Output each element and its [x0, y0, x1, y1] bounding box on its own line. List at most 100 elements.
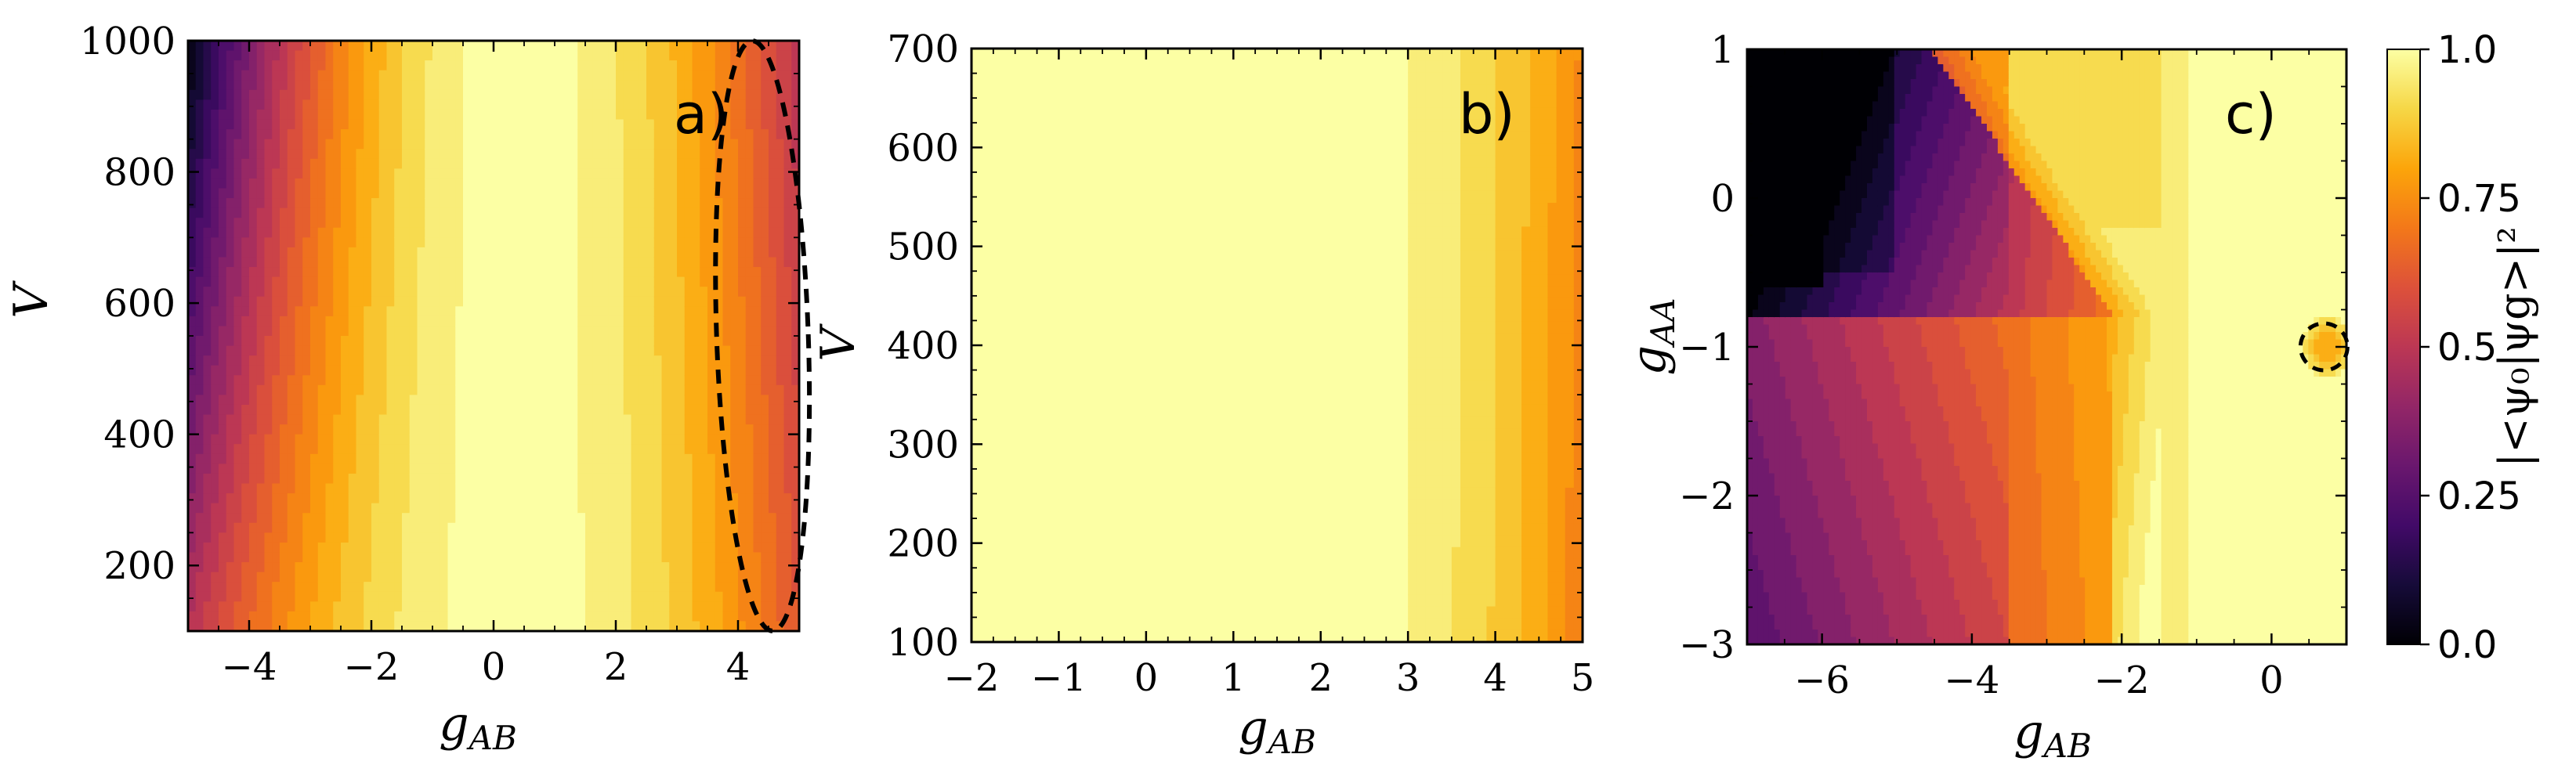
heatmap-cell — [585, 228, 594, 238]
heatmap-cell — [971, 523, 981, 536]
heatmap-cell — [249, 168, 258, 179]
heatmap-cell — [662, 129, 671, 139]
heatmap-cell — [326, 562, 335, 572]
heatmap-cell — [265, 582, 273, 592]
heatmap-cell — [280, 90, 288, 100]
heatmap-cell — [302, 424, 311, 435]
heatmap-cell — [700, 611, 708, 622]
heatmap-cell — [980, 322, 990, 334]
heatmap-cell — [509, 277, 518, 287]
heatmap-cell — [585, 454, 594, 464]
heatmap-cell — [646, 366, 655, 376]
heatmap-cell — [341, 80, 349, 90]
heatmap-cell — [971, 274, 981, 287]
heatmap-cell — [318, 532, 327, 543]
heatmap-cell — [662, 277, 671, 287]
heatmap-cell — [761, 552, 769, 562]
heatmap-cell — [570, 257, 579, 267]
heatmap-cell — [563, 41, 571, 51]
heatmap-cell — [318, 267, 327, 277]
heatmap-cell — [769, 355, 777, 366]
heatmap-cell — [226, 464, 235, 474]
heatmap-cell — [547, 444, 555, 454]
heatmap-cell — [440, 179, 449, 189]
heatmap-cell — [425, 218, 433, 228]
heatmap-cell — [288, 454, 296, 464]
heatmap-cell — [379, 267, 388, 277]
heatmap-cell — [654, 159, 663, 169]
heatmap-cell — [540, 395, 548, 405]
heatmap-cell — [639, 464, 647, 474]
heatmap-cell — [540, 592, 548, 602]
heatmap-cell — [349, 523, 357, 533]
heatmap-cell — [654, 601, 663, 611]
heatmap-cell — [272, 415, 280, 425]
heatmap-cell — [577, 198, 586, 208]
heatmap-cell — [196, 60, 204, 70]
heatmap-cell — [631, 287, 640, 297]
heatmap-cell — [677, 572, 686, 583]
heatmap-cell — [524, 601, 533, 611]
heatmap-cell — [570, 297, 579, 307]
heatmap-cell — [402, 306, 411, 316]
heatmap-cell — [577, 60, 586, 70]
heatmap-cell — [738, 198, 747, 208]
heatmap-cell — [318, 326, 327, 336]
heatmap-cell — [188, 41, 197, 51]
heatmap-cell — [654, 484, 663, 494]
heatmap-cell — [295, 532, 304, 543]
heatmap-cell — [234, 503, 243, 514]
heatmap-cell — [516, 405, 525, 415]
heatmap-cell — [379, 159, 388, 169]
heatmap-cell — [418, 582, 426, 592]
heatmap-cell — [585, 464, 594, 474]
heatmap-cell — [196, 415, 204, 425]
heatmap-cell — [486, 326, 494, 336]
heatmap-cell — [601, 562, 610, 572]
heatmap-cell — [662, 572, 671, 583]
heatmap-cell — [980, 298, 990, 310]
heatmap-cell — [188, 385, 197, 395]
heatmap-cell — [585, 355, 594, 366]
heatmap-cell — [425, 277, 433, 287]
heatmap-cell — [646, 375, 655, 385]
heatmap-cell — [486, 218, 494, 228]
heatmap-cell — [547, 454, 555, 464]
heatmap-cell — [971, 619, 981, 631]
heatmap-cell — [410, 346, 418, 356]
heatmap-cell — [654, 110, 663, 120]
heatmap-cell — [532, 552, 541, 562]
heatmap-cell — [669, 523, 678, 533]
heatmap-cell — [532, 366, 541, 376]
heatmap-cell — [593, 424, 602, 435]
heatmap-cell — [707, 149, 716, 159]
heatmap-cell — [265, 355, 273, 366]
heatmap-cell — [540, 464, 548, 474]
heatmap-cell — [196, 80, 204, 90]
heatmap-cell — [280, 543, 288, 553]
heatmap-cell — [257, 582, 266, 592]
heatmap-cell — [226, 267, 235, 277]
heatmap-cell — [685, 503, 693, 514]
heatmap-cell — [471, 444, 479, 454]
heatmap-cell — [455, 543, 464, 553]
heatmap-cell — [204, 572, 212, 583]
heatmap-cell — [402, 543, 411, 553]
heatmap-cell — [234, 415, 243, 425]
heatmap-cell — [547, 228, 555, 238]
heatmap-cell — [455, 523, 464, 533]
heatmap-cell — [364, 316, 372, 326]
heatmap-cell — [555, 513, 563, 523]
heatmap-cell — [249, 247, 258, 258]
heatmap-cell — [700, 179, 708, 189]
heatmap-cell — [479, 444, 487, 454]
heatmap-cell — [769, 306, 777, 316]
heatmap-cell — [402, 375, 411, 385]
heatmap-cell — [700, 562, 708, 572]
heatmap-cell — [971, 334, 981, 346]
heatmap-cell — [540, 267, 548, 277]
heatmap-cell — [971, 179, 981, 192]
heatmap-cell — [570, 454, 579, 464]
heatmap-cell — [555, 208, 563, 218]
heatmap-cell — [577, 228, 586, 238]
